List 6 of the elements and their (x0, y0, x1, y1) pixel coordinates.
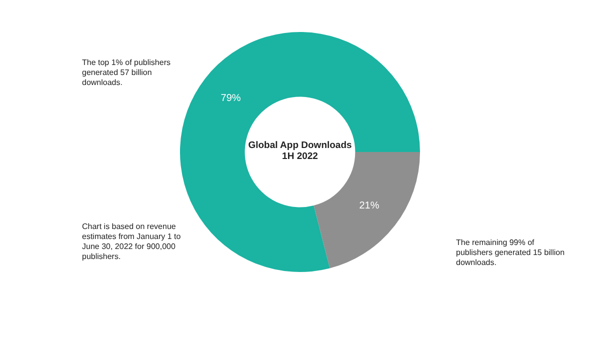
text: Chart is based on revenue estimates from January 1 to June 30, 2022 for 900,000 publishers. (82, 222, 182, 262)
text: The top 1% of publishers generated 57 billion downloads. (82, 58, 172, 88)
text: The remaining 99% of publishers generated 15 billion downloads. (456, 238, 566, 268)
data-label: 21% (359, 200, 380, 212)
data-label: 79% (220, 93, 241, 104)
text: Global App Downloads 1H 2022 (247, 140, 353, 162)
